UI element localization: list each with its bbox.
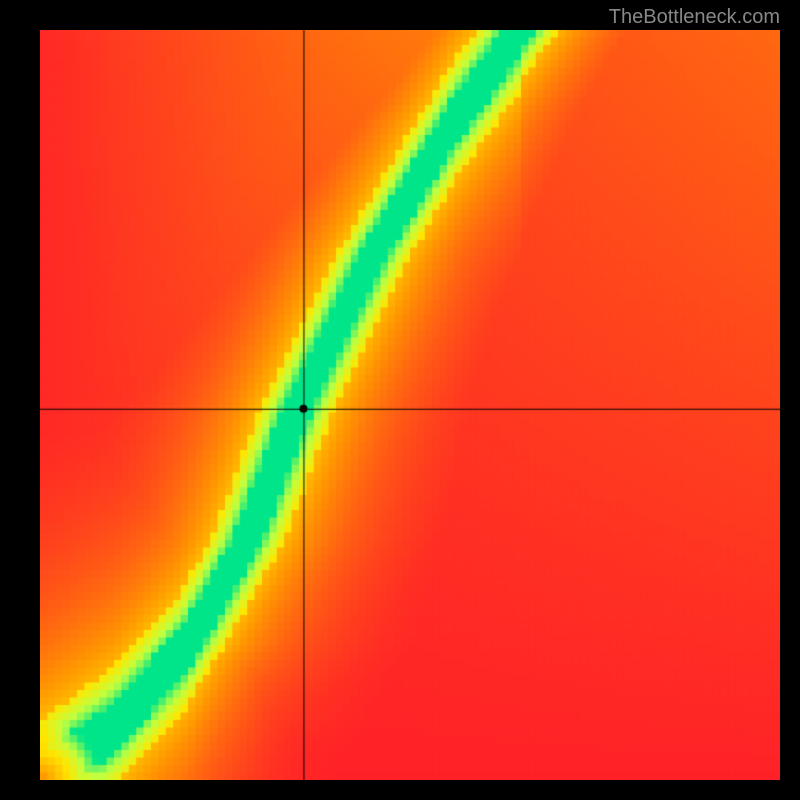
chart-container: TheBottleneck.com [0,0,800,800]
heatmap-canvas [40,30,780,780]
watermark-text: TheBottleneck.com [609,6,780,29]
